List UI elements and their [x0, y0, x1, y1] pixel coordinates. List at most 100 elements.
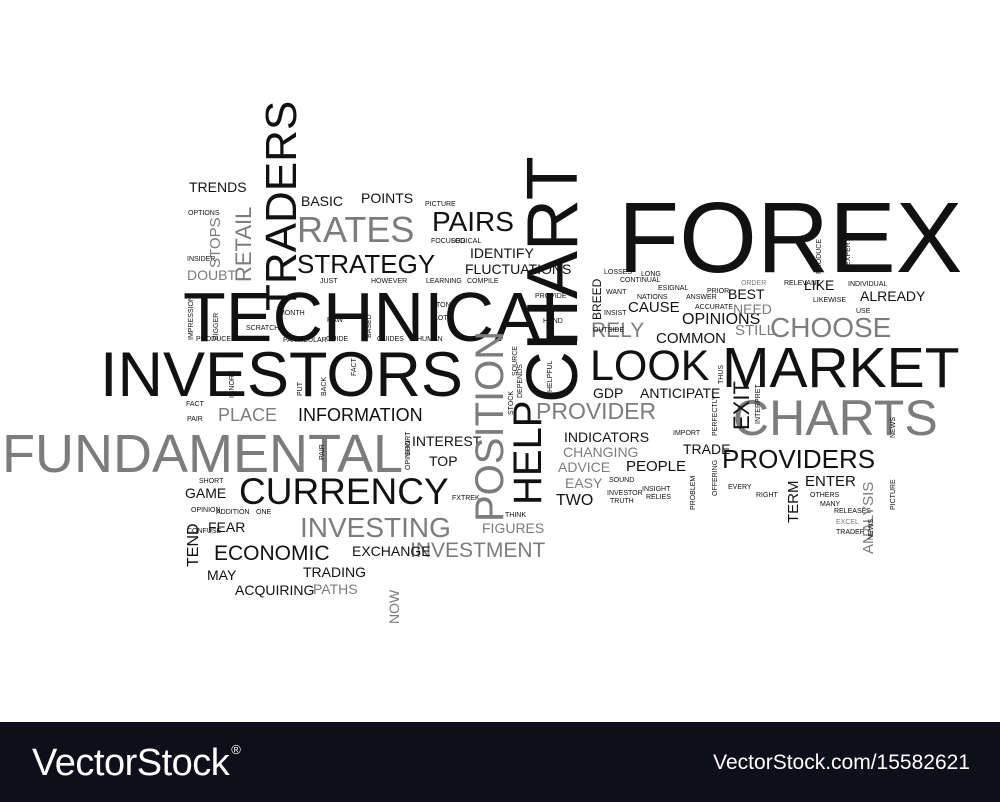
word-currency: CURRENCY: [239, 471, 449, 512]
word-relevant: ACCURATE: [695, 304, 733, 311]
word-trader: PICTURE: [425, 201, 456, 208]
word-news: FOCUSED: [431, 238, 466, 245]
word-stock: THUS: [718, 364, 725, 384]
word-providers: PROVIDERS: [722, 444, 876, 474]
word-decisions: PROBLEM: [690, 475, 697, 510]
word-causes: INSIGHT: [642, 486, 671, 493]
word-produce: LIKEWISE: [813, 297, 847, 304]
word-place: PLACE: [218, 405, 278, 425]
vectorstock-logo: VectorStock ®: [32, 742, 241, 784]
word-impression: PRODUCES: [196, 336, 236, 343]
word-back: PAIR: [319, 444, 326, 460]
word-order: PRIOR: [707, 288, 730, 295]
word-technical: TECHNICAL: [183, 278, 580, 356]
word-retail: RETAIL: [231, 206, 256, 282]
word-confuse: ADDITION: [216, 509, 250, 516]
word-every: EXCEL: [836, 519, 859, 526]
word-long: CONTINUAL: [620, 277, 661, 284]
word-accurate: NATIONS: [637, 294, 668, 301]
word-help: HELP: [506, 400, 550, 506]
word-scratch: GUIDES: [377, 336, 404, 343]
word-losses: WANT: [606, 289, 627, 296]
word-information: INFORMATION: [298, 405, 423, 425]
word-traders: TRADERS: [257, 100, 306, 311]
word-just: INSIDER: [187, 256, 216, 263]
word-learning: JUST: [320, 278, 338, 285]
word-programs: SOUND: [609, 477, 635, 484]
word-tend: STOPS: [207, 217, 224, 268]
word-insider: BIGGER: [213, 312, 220, 340]
word-fear: TEND: [185, 523, 202, 567]
word-options: IMPRESSION: [188, 296, 195, 340]
word-insist: HAND: [543, 318, 563, 325]
word-want: OUTSIDE: [593, 327, 625, 334]
word-answer: ESIGNAL: [658, 285, 689, 292]
word-many: RELEASES: [834, 508, 871, 515]
word-best: LIKE: [804, 277, 835, 293]
word-continual: INSIST: [604, 310, 627, 317]
word-sound: INVESTOR: [607, 490, 643, 497]
word-depends: SOURCE: [512, 346, 519, 376]
word-enter: ENTER: [805, 473, 856, 490]
word-position: POSITION: [468, 330, 512, 522]
word-opinions: OPINIONS: [682, 311, 761, 328]
word-fxtrek: ONE: [256, 509, 272, 516]
word-import: RELIES: [646, 494, 671, 501]
word-however: COMPILE: [467, 278, 499, 285]
word-opinion: PAIR: [187, 416, 203, 423]
word-insight: RIGHT: [756, 492, 778, 499]
word-helpful: STOCK: [508, 391, 515, 415]
word-provide: HELPFUL: [547, 360, 554, 392]
word-may: PATHS: [313, 581, 358, 597]
word-indicators: INDICATORS: [564, 429, 650, 445]
word-strategy: STRATEGY: [297, 249, 436, 279]
word-common: COMMON: [656, 330, 726, 347]
word-points: FLUCTUATIONS: [465, 261, 572, 277]
word-forex: FOREX: [618, 182, 963, 294]
word-need: ALREADY: [860, 288, 926, 304]
word-focused: HOWEVER: [371, 278, 408, 285]
word-cause: CAUSE: [628, 299, 680, 316]
word-game: DOUBT: [187, 267, 236, 283]
word-doubt: BASIC: [301, 193, 344, 209]
word-guide: TRUTH: [610, 498, 634, 505]
word-economic: ECONOMIC: [214, 542, 330, 565]
word-releases: PICTURE: [890, 479, 897, 510]
word-look: LOOK: [590, 342, 710, 390]
word-advice: ADVICE: [558, 459, 611, 475]
word-based: MONTH: [279, 310, 305, 317]
word-pair: OPINION: [405, 440, 412, 470]
word-figures: TRADING: [303, 564, 366, 580]
word-people: PEOPLE: [626, 458, 687, 475]
word-trends: TRENDS: [189, 179, 247, 195]
word-use: RELEVANT: [784, 280, 821, 287]
word-question: GUIDE: [326, 336, 349, 343]
word-short: FACT: [186, 401, 204, 408]
word-month: PUT: [297, 382, 304, 396]
word-produces: PARTICULAR: [283, 337, 327, 344]
word-paths: GAME: [185, 485, 227, 501]
word-raw: IGNORE: [229, 370, 236, 398]
word-one: OPINION: [191, 507, 221, 514]
word-esignal: LOSSES: [604, 269, 633, 276]
word-analysis: ANALYSIS: [860, 481, 877, 554]
word-acquiring: FEAR: [208, 519, 246, 535]
word-perfectly: IMPORT: [673, 430, 701, 437]
word-read: TOP: [429, 453, 458, 469]
word-fundamental: FUNDAMENTAL: [2, 424, 404, 484]
word-addition: SHORT: [199, 478, 224, 485]
word-market: MARKET: [722, 336, 960, 400]
word-logical: LEARNING: [426, 278, 462, 285]
word-human: LOT: [434, 315, 448, 322]
word-investor: FXTREK: [452, 495, 480, 502]
word-investors: INVESTORS: [100, 340, 463, 410]
vectorstock-footer: VectorStock ® VectorStock.com/15582621: [0, 722, 1000, 802]
word-rely: RELY: [591, 319, 645, 342]
word-truth: THINK: [505, 512, 526, 519]
word-picture: LOGICAL: [451, 238, 482, 245]
word-outside: PROVIDE: [535, 293, 567, 300]
word-trade: TRADE: [683, 441, 731, 457]
word-investment: INVESTMENT: [410, 539, 546, 562]
word-already: NOW: [386, 589, 402, 624]
